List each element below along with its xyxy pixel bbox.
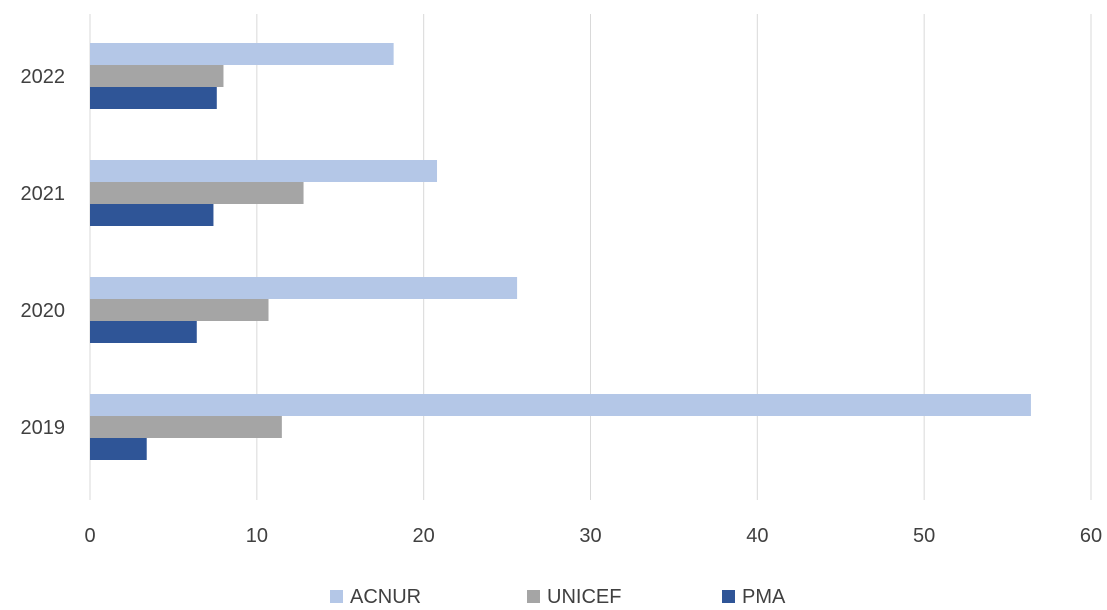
gridlines <box>89 14 1092 500</box>
bar-acnur-2021 <box>90 160 438 182</box>
x-tick-label: 10 <box>246 525 268 547</box>
legend-swatch-acnur <box>330 590 343 603</box>
legend-swatch-unicef <box>527 590 540 603</box>
legend: ACNUR UNICEF PMA <box>330 586 786 608</box>
x-tick-labels: 0 10 20 30 40 50 60 <box>84 525 1102 547</box>
category-label: 2022 <box>21 66 66 88</box>
bar-unicef-2021 <box>90 182 304 204</box>
legend-label-acnur: ACNUR <box>350 586 421 608</box>
bar-pma-2020 <box>90 321 197 343</box>
bar-unicef-2019 <box>90 416 282 438</box>
bar-unicef-2020 <box>90 299 269 321</box>
bar-pma-2022 <box>90 87 217 109</box>
x-tick-label: 20 <box>413 525 435 547</box>
x-tick-label: 30 <box>579 525 601 547</box>
x-tick-label: 50 <box>913 525 935 547</box>
category-labels: 2022 2021 2020 2019 <box>21 66 66 439</box>
x-tick-label: 60 <box>1080 525 1102 547</box>
bar-pma-2019 <box>90 438 147 460</box>
x-tick-label: 0 <box>84 525 95 547</box>
category-label: 2019 <box>21 417 66 439</box>
bar-acnur-2022 <box>90 43 394 65</box>
legend-label-pma: PMA <box>742 586 786 608</box>
bar-acnur-2019 <box>90 394 1031 416</box>
bar-pma-2021 <box>90 204 214 226</box>
bar-unicef-2022 <box>90 65 224 87</box>
x-tick-label: 40 <box>746 525 768 547</box>
bar-acnur-2020 <box>90 277 518 299</box>
legend-label-unicef: UNICEF <box>547 586 621 608</box>
category-label: 2020 <box>21 300 66 322</box>
category-label: 2021 <box>21 183 66 205</box>
bars <box>90 43 1031 460</box>
legend-swatch-pma <box>722 590 735 603</box>
